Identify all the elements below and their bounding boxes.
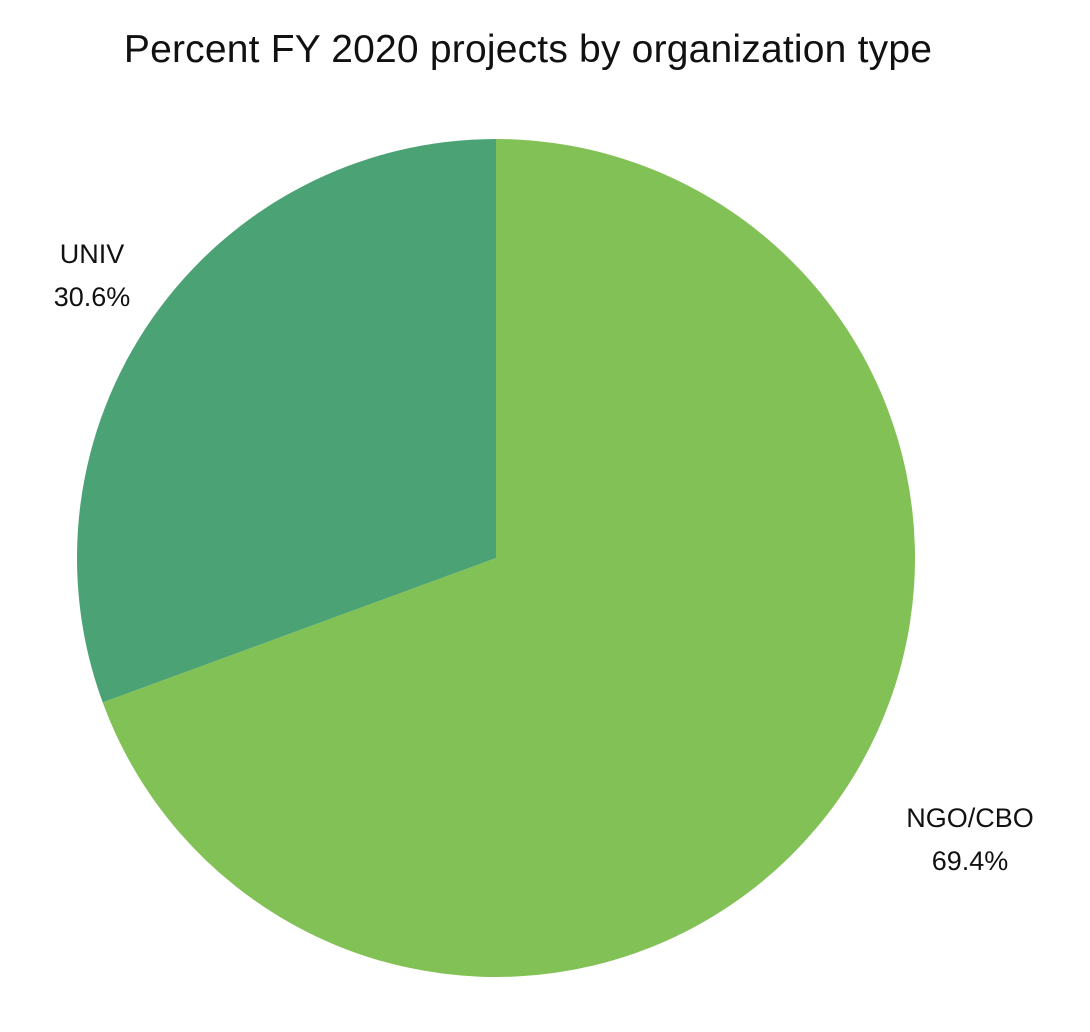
pie-slice-univ bbox=[76, 139, 496, 703]
slice-percent-label: 30.6% bbox=[53, 282, 131, 312]
slice-label-ngo-cbo: NGO/CBO 69.4% bbox=[880, 797, 1060, 883]
chart-title: Percent FY 2020 projects by organization… bbox=[123, 28, 933, 71]
pie-slices bbox=[76, 139, 915, 977]
pie-slice-ngo-cbo bbox=[102, 139, 915, 977]
slice-category-label: UNIV bbox=[59, 239, 125, 269]
slice-label-univ: UNIV 30.6% bbox=[32, 233, 152, 319]
slice-category-label: NGO/CBO bbox=[906, 803, 1034, 833]
slice-percent-label: 69.4% bbox=[931, 846, 1009, 876]
